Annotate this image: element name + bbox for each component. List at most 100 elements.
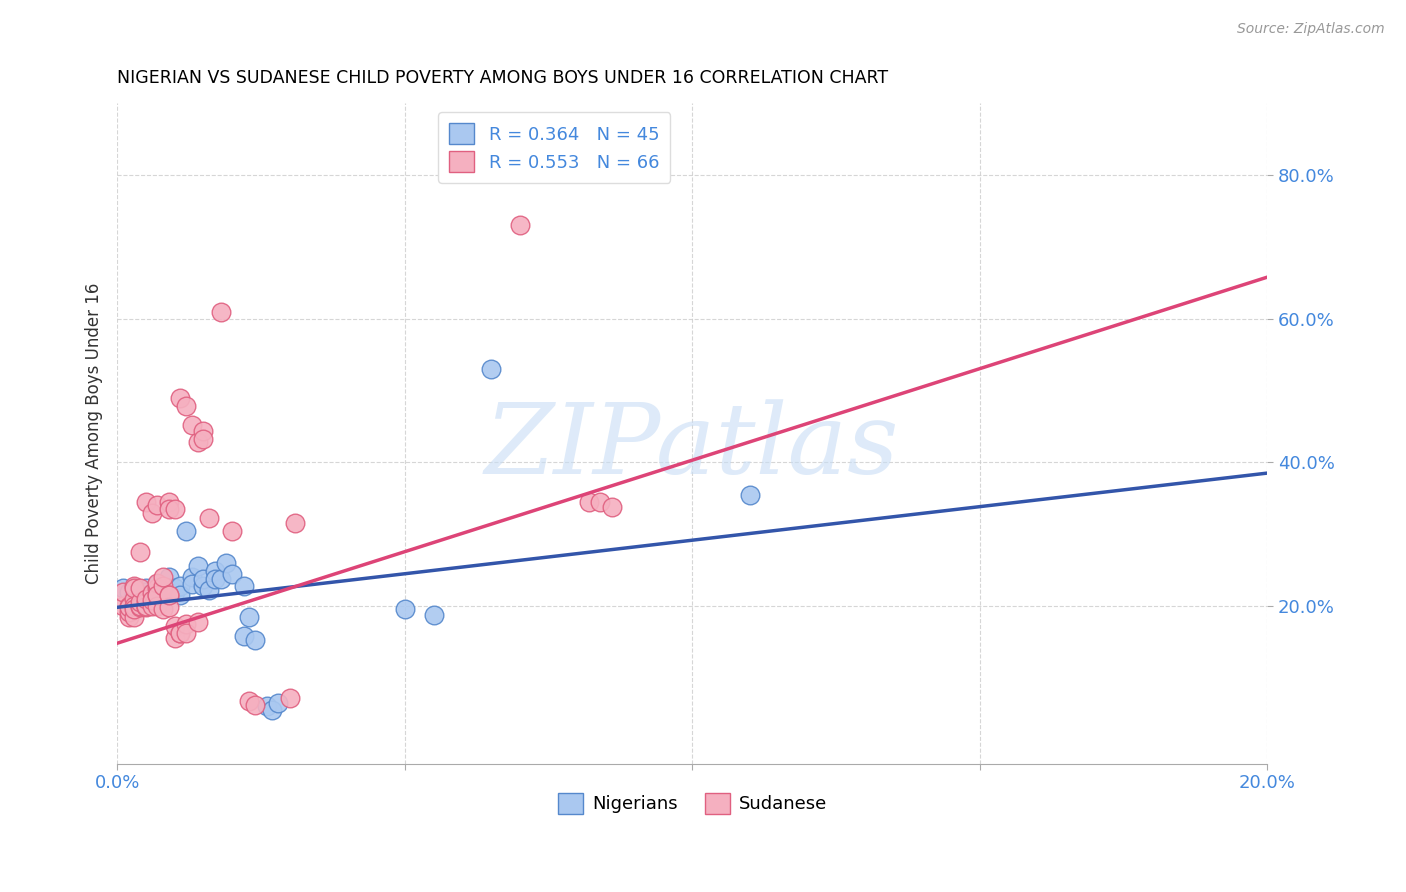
Point [124,599,146,613]
Point [135,599,157,613]
Point [157,600,180,615]
Point [169,626,191,640]
Point [152,586,174,600]
Point [157,502,180,516]
Point [245,698,267,712]
Point [479,362,502,376]
Point [124,581,146,595]
Legend: Nigerians, Sudanese: Nigerians, Sudanese [550,786,834,821]
Text: NIGERIAN VS SUDANESE CHILD POVERTY AMONG BOYS UNDER 16 CORRELATION CHART: NIGERIAN VS SUDANESE CHILD POVERTY AMONG… [117,69,889,87]
Text: ZIPatlas: ZIPatlas [485,399,900,494]
Point [578,495,600,509]
Point [129,599,152,613]
Point [193,433,215,447]
Y-axis label: Child Poverty Among Boys Under 16: Child Poverty Among Boys Under 16 [86,283,103,584]
Point [600,500,623,514]
Point [146,577,169,591]
Point [204,565,226,579]
Point [135,495,157,509]
Point [118,584,141,599]
Point [146,581,169,595]
Point [157,588,180,602]
Point [174,616,197,631]
Point [146,499,169,513]
Point [193,579,215,593]
Point [135,595,157,609]
Point [238,609,260,624]
Point [198,583,221,598]
Point [193,572,215,586]
Point [146,584,169,599]
Point [118,605,141,619]
Point [129,591,152,606]
Point [135,599,157,613]
Point [118,599,141,613]
Point [124,588,146,602]
Point [209,304,232,318]
Point [141,506,163,520]
Point [152,570,174,584]
Point [181,417,204,432]
Point [232,579,254,593]
Point [111,584,134,599]
Point [135,581,157,595]
Point [163,581,186,595]
Point [181,570,204,584]
Point [169,588,191,602]
Point [221,566,243,581]
Point [394,602,416,616]
Point [141,584,163,599]
Point [135,600,157,615]
Point [163,584,186,599]
Point [174,524,197,538]
Point [193,424,215,438]
Point [509,219,531,233]
Point [245,633,267,648]
Point [135,591,157,606]
Point [124,609,146,624]
Point [204,572,226,586]
Point [157,588,180,602]
Point [152,581,174,595]
Point [141,586,163,600]
Point [169,579,191,593]
Point [124,579,146,593]
Point [267,696,290,710]
Point [118,600,141,615]
Point [187,615,209,629]
Point [146,588,169,602]
Point [163,631,186,645]
Point [146,575,169,590]
Point [152,579,174,593]
Point [111,581,134,595]
Point [238,693,260,707]
Point [157,570,180,584]
Point [124,591,146,606]
Point [135,588,157,602]
Point [232,629,254,643]
Point [111,599,134,613]
Point [163,619,186,633]
Point [174,400,197,414]
Text: Source: ZipAtlas.com: Source: ZipAtlas.com [1237,22,1385,37]
Point [157,581,180,595]
Point [135,584,157,599]
Point [141,593,163,607]
Point [187,435,209,450]
Point [129,581,152,595]
Point [169,626,191,640]
Point [174,626,197,640]
Point [163,502,186,516]
Point [256,699,278,714]
Point [146,599,169,613]
Point [181,577,204,591]
Point [141,599,163,613]
Point [169,391,191,405]
Point [152,602,174,616]
Point [129,545,152,559]
Point [129,600,152,615]
Point [262,703,284,717]
Point [118,609,141,624]
Point [124,602,146,616]
Point [215,556,238,570]
